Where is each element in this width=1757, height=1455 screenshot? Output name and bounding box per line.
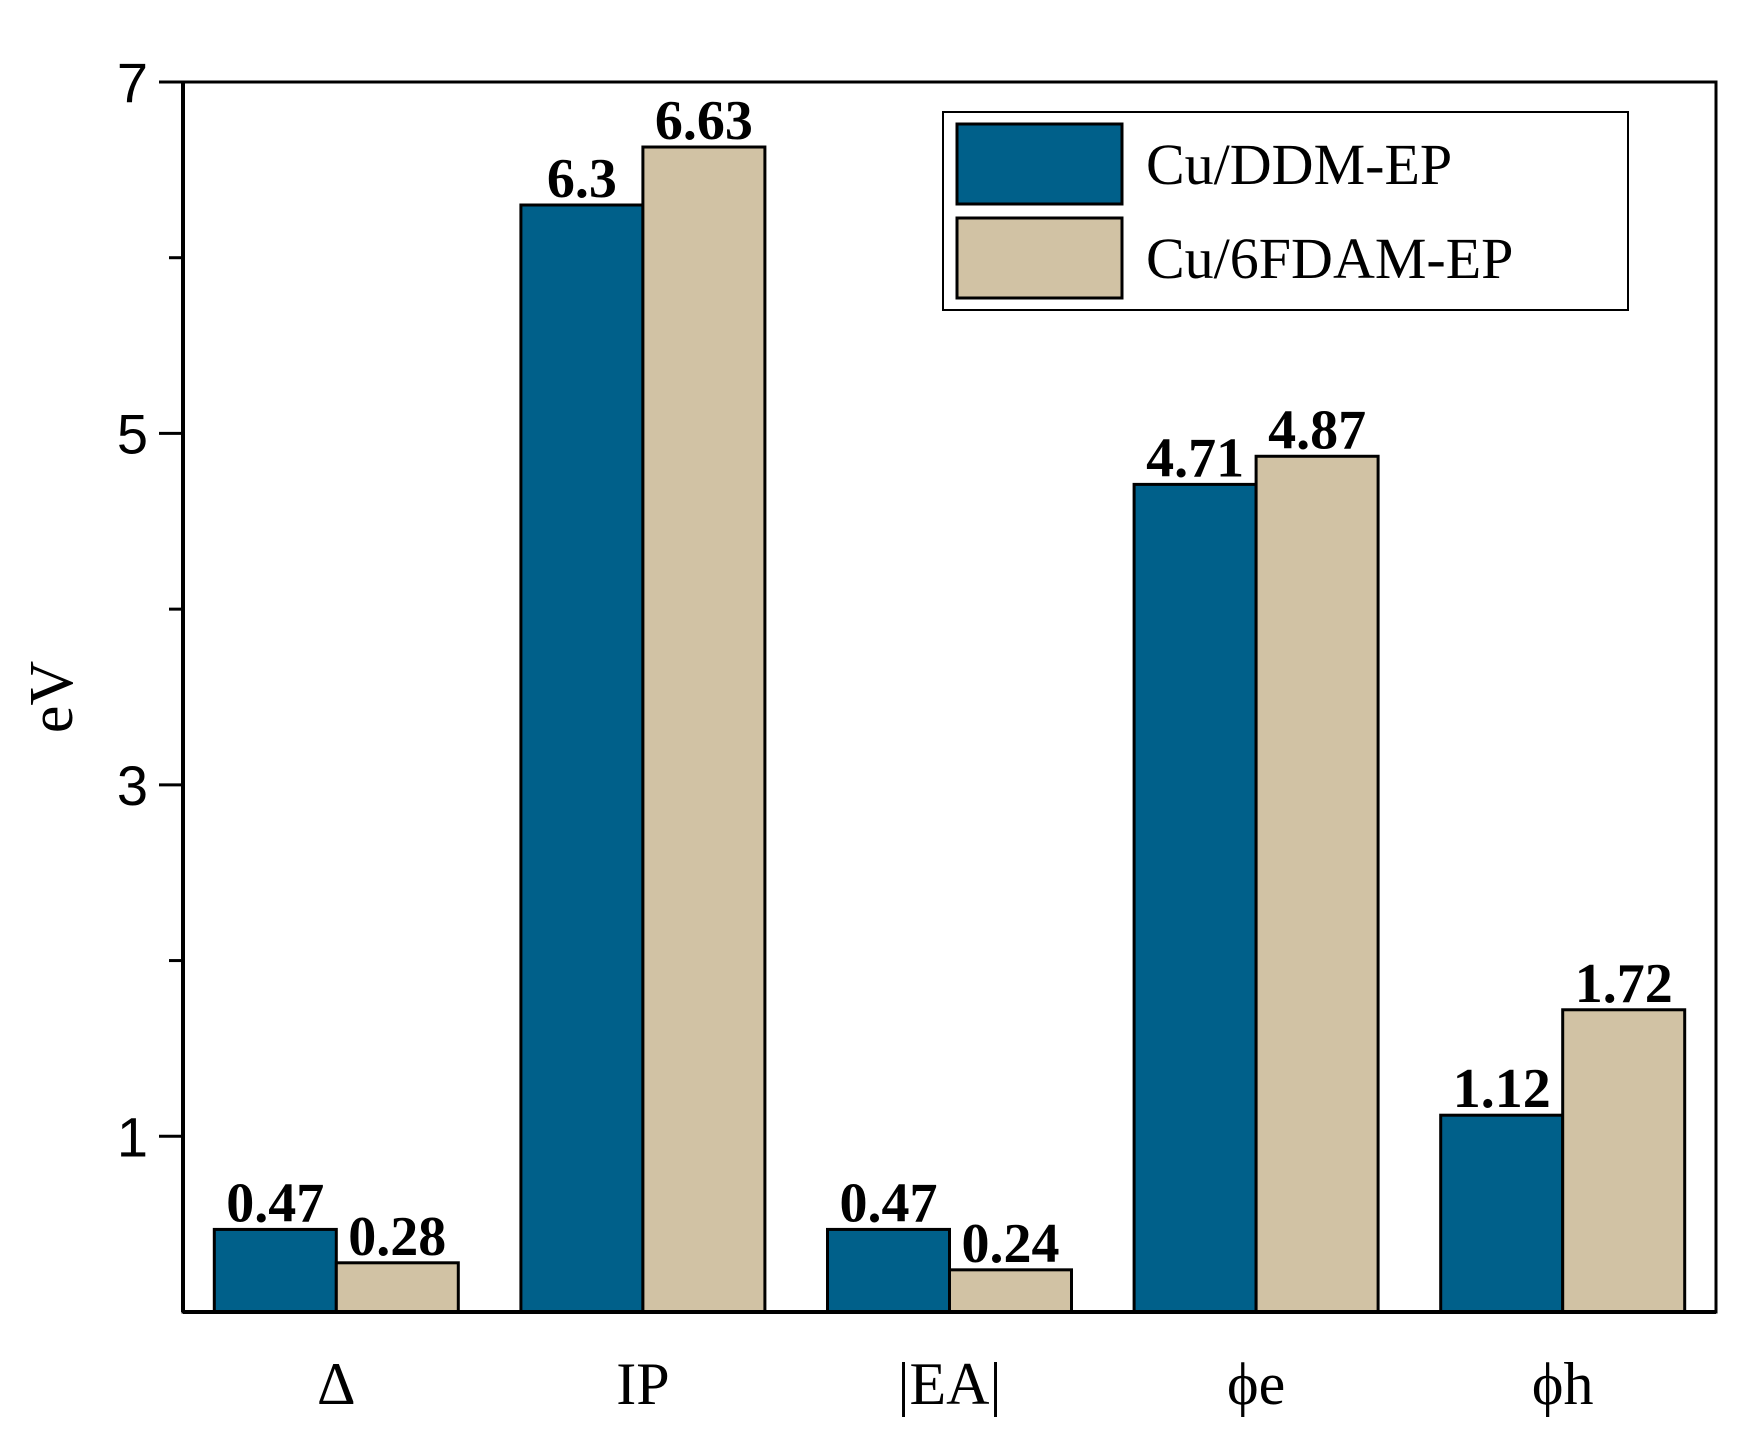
bar-0-3	[1132, 482, 1258, 1314]
bar-0-1	[519, 203, 645, 1314]
x-tick-label: Δ	[317, 1351, 356, 1417]
y-tick-label: 7	[117, 51, 148, 114]
bar-1-1	[641, 145, 767, 1314]
x-tick-label: IP	[616, 1351, 669, 1417]
bar-1-0	[334, 1261, 460, 1314]
y-tick-label: 5	[117, 402, 148, 465]
bar-1-3	[1254, 454, 1380, 1314]
data-label: 4.71	[1146, 427, 1244, 489]
y-tick-label: 3	[117, 754, 148, 817]
bar-0-2	[826, 1227, 951, 1314]
data-label: 4.87	[1268, 399, 1366, 461]
data-label: 0.47	[226, 1172, 324, 1234]
bar-1-2	[948, 1268, 1073, 1314]
data-label: 6.3	[547, 148, 617, 210]
legend: Cu/DDM-EP Cu/6FDAM-EP	[942, 111, 1629, 311]
data-label: 0.24	[962, 1213, 1060, 1275]
legend-swatch-1	[955, 216, 1124, 300]
data-label: 1.12	[1453, 1058, 1551, 1120]
data-label: 6.63	[655, 90, 753, 152]
bar-0-4	[1439, 1113, 1565, 1314]
legend-swatch-0	[955, 122, 1124, 206]
legend-label-0: Cu/DDM-EP	[1146, 132, 1452, 197]
legend-label-1: Cu/6FDAM-EP	[1146, 226, 1513, 291]
data-label: 1.72	[1575, 953, 1673, 1015]
y-axis-title: eV	[18, 661, 86, 734]
bar-1-4	[1561, 1008, 1687, 1314]
bars-group	[212, 145, 1687, 1314]
x-axis: Δ IP |EA| ϕe ϕh	[183, 1310, 1716, 1417]
data-label: 0.47	[840, 1172, 938, 1234]
x-tick-label: ϕh	[1532, 1351, 1594, 1417]
y-tick-label: 1	[117, 1105, 148, 1168]
x-tick-label: |EA|	[897, 1351, 1001, 1417]
data-label: 0.28	[348, 1206, 446, 1268]
y-axis: 1 3 5 7	[117, 51, 185, 1312]
data-labels-group: 0.47 0.28 6.3 6.63 0.47 0.24 4.71 4.87 1.12 1.72	[226, 90, 1672, 1275]
x-tick-label: ϕe	[1227, 1351, 1285, 1417]
bar-0-0	[212, 1227, 338, 1314]
